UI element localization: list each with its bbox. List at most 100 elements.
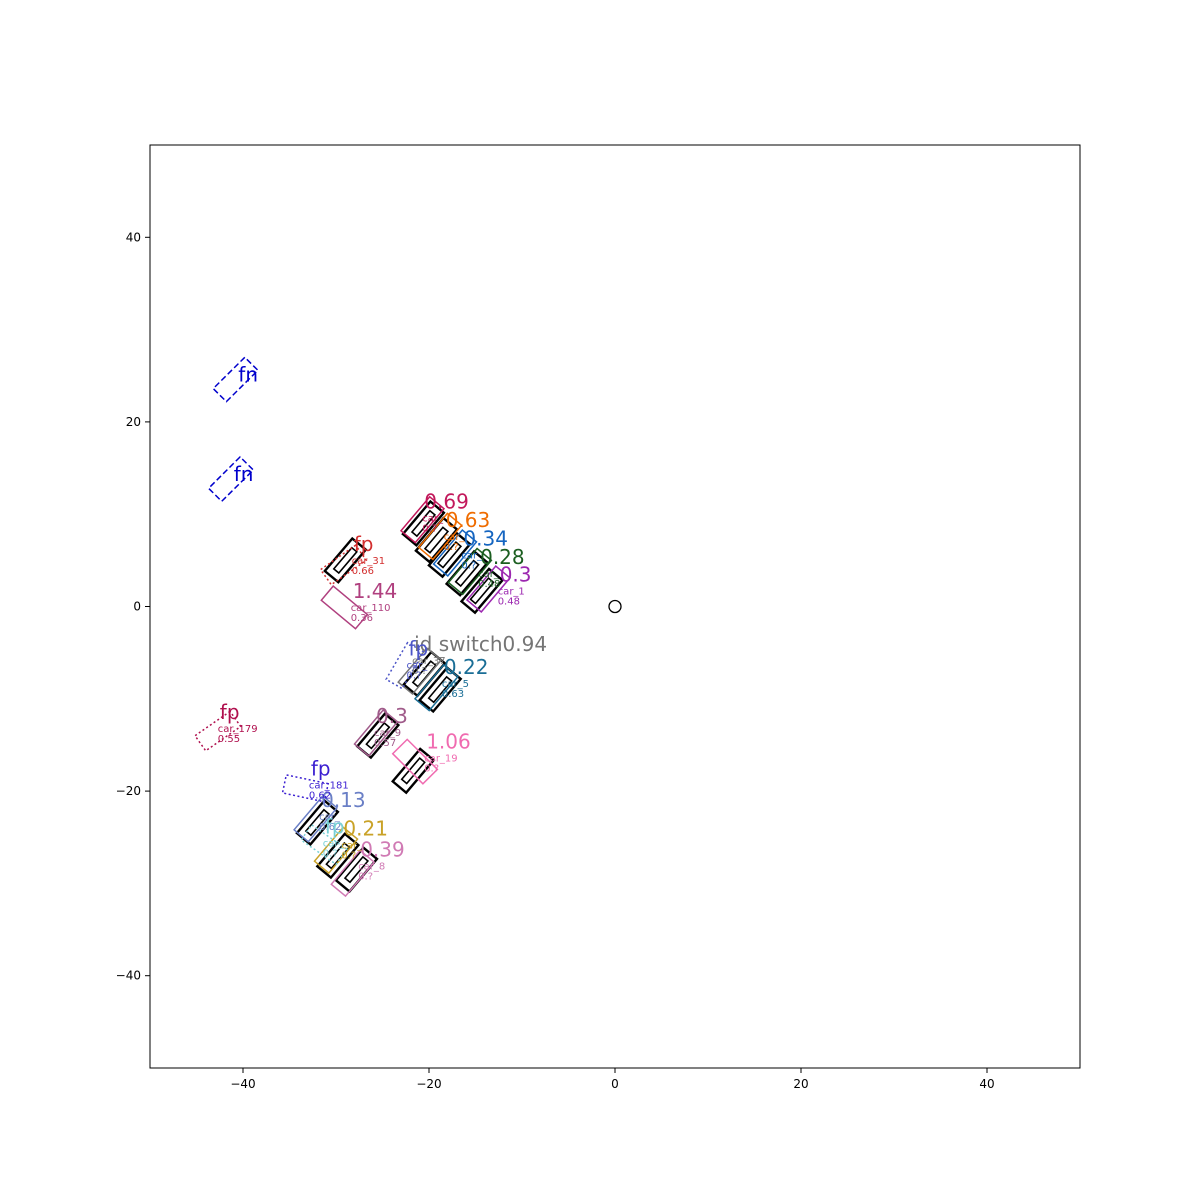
fn-prediction-box <box>207 455 255 503</box>
prediction-confidence-label: 0.? <box>461 561 476 572</box>
gt-box-inner <box>400 756 426 785</box>
prediction-score-label: fp <box>311 756 331 780</box>
fp-prediction-box <box>319 544 368 586</box>
y-tick-label: 0 <box>133 600 141 614</box>
match-prediction-box <box>320 585 369 630</box>
y-tick-label: 20 <box>126 415 141 429</box>
gt-box <box>427 531 472 579</box>
prediction-id-label: car_179 <box>218 724 258 735</box>
match-prediction-box <box>432 529 478 577</box>
match-prediction-box <box>399 495 446 544</box>
prediction-score-label: 0.3 <box>376 704 408 728</box>
match-prediction-box <box>447 547 493 596</box>
prediction-score-label: fp <box>354 532 374 556</box>
prediction-confidence-label: 0.66 <box>352 566 374 577</box>
gt-box-inner <box>343 855 370 884</box>
prediction-score-label: 1.44 <box>353 579 398 603</box>
fp-prediction-box <box>300 823 348 866</box>
y-axis-ticks: −40 −20 0 20 40 <box>116 230 150 983</box>
gt-box-inner <box>454 559 480 588</box>
prediction-score-label: 0.34 <box>463 527 508 551</box>
prediction-confidence-label: 0.? <box>424 764 439 775</box>
match-prediction-box <box>417 512 463 561</box>
prediction-confidence-label: 0.36 <box>351 613 373 624</box>
prediction-boxes <box>193 356 512 898</box>
prediction-score-label: fp <box>220 700 240 724</box>
prediction-score-label: 0.63 <box>446 508 491 532</box>
match-prediction-box <box>391 738 439 785</box>
prediction-id-label: car_ <box>319 812 341 823</box>
prediction-score-label: 0.39 <box>360 838 405 862</box>
prediction-score-label: fn <box>234 462 254 486</box>
prediction-score-label: fn <box>238 362 258 386</box>
prediction-score-label: 0.13 <box>321 788 366 812</box>
fp-prediction-box <box>193 710 242 752</box>
gt-box <box>323 536 368 584</box>
prediction-id-label: car_ <box>422 514 444 525</box>
prediction-id-label: car_8 <box>358 862 385 873</box>
prediction-id-label: car_ <box>323 839 345 850</box>
gt-box-inner <box>436 540 463 569</box>
fp-prediction-box <box>281 774 330 803</box>
match-prediction-box <box>397 647 443 696</box>
gt-box-inner <box>304 808 331 837</box>
prediction-id-label: car_ <box>341 840 363 851</box>
prediction-id-label: car_9 <box>374 728 401 739</box>
prediction-confidence-label: 0.62 <box>319 822 341 833</box>
prediction-id-label: car_31 <box>352 556 385 567</box>
prediction-score-label: 0.69 <box>424 490 469 514</box>
match-prediction-box <box>353 708 399 757</box>
prediction-score-label: 0.3 <box>500 563 532 587</box>
y-tick-label: 40 <box>126 230 141 244</box>
y-tick-label: −40 <box>116 969 141 983</box>
match-prediction-box <box>293 794 339 843</box>
prediction-score-label: 1.06 <box>426 730 471 754</box>
x-tick-label: 20 <box>793 1077 808 1091</box>
x-tick-label: −40 <box>230 1077 255 1091</box>
prediction-id-label: car_ <box>478 569 500 580</box>
match-prediction-box <box>330 849 376 898</box>
match-prediction-box <box>313 826 359 875</box>
y-tick-label: −20 <box>116 784 141 798</box>
prediction-confidence-label: 0.? <box>341 850 356 861</box>
axes-frame <box>149 144 1081 1069</box>
prediction-confidence-label: 0.? <box>422 524 437 535</box>
prediction-confidence-label: 0.62 <box>309 790 331 801</box>
prediction-confidence-label: 0.? <box>407 670 422 681</box>
gt-box <box>459 567 505 615</box>
match-prediction-box <box>465 565 512 613</box>
prediction-id-label: car_19 <box>424 754 457 765</box>
prediction-score-label: fp <box>409 636 429 660</box>
gt-box <box>401 499 446 547</box>
prediction-id-label: car_5 <box>442 679 469 690</box>
prediction-id-label: car_110 <box>351 603 391 614</box>
fn-prediction-box <box>212 356 259 403</box>
prediction-confidence-label: 0.? <box>412 666 427 677</box>
x-tick-label: −20 <box>416 1077 441 1091</box>
gt-box <box>315 832 361 880</box>
prediction-score-label: 0.22 <box>444 655 489 679</box>
prediction-id-label: car_181 <box>309 780 349 791</box>
prediction-score-label: 0.28 <box>480 545 525 569</box>
prediction-id-label: car_ <box>461 551 483 562</box>
match-prediction-box <box>413 663 459 712</box>
gt-box-inner <box>410 509 437 538</box>
prediction-id-label: car_1 <box>498 587 525 598</box>
prediction-id-label: car_ <box>407 660 429 671</box>
gt-box-inner <box>423 526 450 554</box>
x-tick-label: 0 <box>611 1077 619 1091</box>
gt-box <box>295 798 340 847</box>
prediction-confidence-label: 0.55 <box>218 734 240 745</box>
fp-prediction-box <box>385 641 425 690</box>
ego-vehicle-marker <box>608 599 622 614</box>
prediction-id-label: car_37 <box>412 656 445 667</box>
prediction-confidence-label: 0.? <box>358 872 373 883</box>
prediction-id-label: car_ <box>444 532 466 543</box>
x-tick-label: 40 <box>979 1077 994 1091</box>
gt-box-inner <box>365 721 391 750</box>
gt-box <box>391 747 436 795</box>
prediction-confidence-label: 0.48 <box>478 579 500 590</box>
prediction-confidence-label: 0.63 <box>442 689 464 700</box>
